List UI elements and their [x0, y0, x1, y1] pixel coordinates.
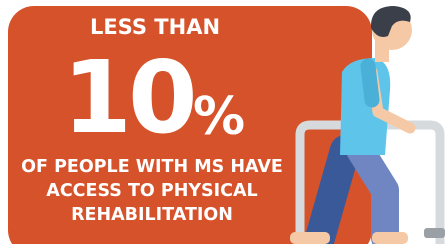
prefix: LESS THAN: [90, 15, 220, 39]
line: OF PEOPLE WITH MS HAVE: [21, 157, 283, 177]
line: ACCESS TO PHYSICAL: [46, 181, 257, 201]
figure: 10: [62, 39, 193, 156]
unit: %: [193, 87, 245, 147]
line: REHABILITATION: [71, 205, 233, 225]
infographic: LESS THAN 10 % OF PEOPLE WITH MS HAVE AC…: [0, 0, 445, 244]
